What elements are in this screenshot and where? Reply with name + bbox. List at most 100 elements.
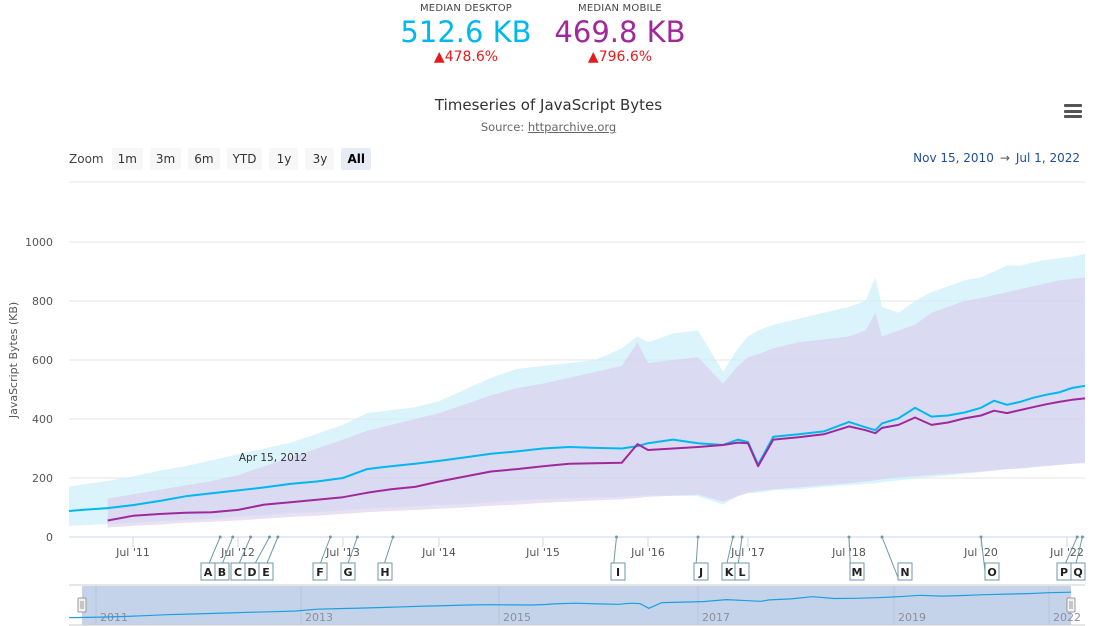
flag-label: A (204, 566, 213, 579)
zoom-6m-button[interactable]: 6m (188, 148, 220, 170)
zoom-1y-button[interactable]: 1y (269, 148, 299, 170)
event-flag[interactable]: K (721, 535, 737, 581)
flag-label: E (262, 566, 270, 579)
zoom-3y-button[interactable]: 3y (305, 148, 335, 170)
flag-dot (276, 535, 280, 539)
flag-label: Q (1073, 566, 1082, 579)
event-flag[interactable]: G (340, 535, 359, 581)
source-link[interactable]: httparchive.org (527, 120, 617, 134)
event-flag[interactable]: H (377, 535, 395, 581)
event-flag[interactable]: O (979, 535, 1000, 581)
x-tick-label: Jul '16 (630, 546, 665, 559)
flag-dot (1075, 535, 1079, 539)
kpi-mobile-change: ▲796.6% (587, 49, 653, 65)
flag-label: L (738, 566, 745, 579)
flag-box[interactable] (610, 562, 626, 581)
y-tick-label: 0 (46, 531, 53, 544)
flag-stem (881, 536, 900, 581)
flag-dot (696, 535, 700, 539)
navigator-year-label: 2011 (100, 611, 128, 624)
navigator-year-label: 2019 (898, 611, 926, 624)
flag-dot (979, 535, 983, 539)
x-tick-label: Jul '22 (1049, 546, 1084, 559)
flag-box[interactable] (258, 562, 274, 581)
navigator-series-line (68, 591, 1072, 619)
navigator-year-label: 2022 (1053, 611, 1081, 624)
range-from-input[interactable]: Nov 15, 2010 (913, 151, 994, 165)
flag-label: H (380, 566, 389, 579)
kpi-median-mobile: MEDIAN MOBILE 469.8 KB ▲796.6% (552, 0, 688, 65)
flag-dot (615, 535, 618, 539)
flag-label: B (218, 566, 226, 579)
event-flag[interactable]: D (244, 535, 271, 581)
navigator-left-handle[interactable] (77, 597, 87, 613)
flag-label: P (1060, 566, 1068, 579)
percentile-bands (69, 253, 1086, 528)
flag-box[interactable] (377, 562, 393, 581)
median-desktop-line[interactable] (68, 384, 1086, 512)
zoom-1m-button[interactable]: 1m (111, 148, 143, 170)
median-mobile-line[interactable] (107, 397, 1086, 522)
zoom-all-button[interactable]: All (341, 148, 371, 170)
event-flag[interactable]: E (258, 535, 280, 581)
flag-box[interactable] (849, 562, 865, 581)
zoom-3m-button[interactable]: 3m (149, 148, 182, 170)
kpi-mobile-value: 469.8 KB (554, 15, 686, 49)
event-flag[interactable]: I (610, 535, 626, 581)
flag-label: G (343, 566, 352, 579)
zoom-controls: Zoom 1m 3m 6m YTD 1y 3y All (69, 148, 378, 170)
flag-dot (218, 535, 222, 539)
flag-box[interactable] (693, 562, 709, 581)
y-tick-label: 400 (32, 413, 53, 426)
navigator-selection[interactable] (82, 586, 1071, 625)
flag-dot (1080, 535, 1084, 539)
event-flag[interactable]: C (230, 535, 253, 581)
series-lines (68, 384, 1086, 522)
flag-label: F (316, 566, 324, 579)
y-tick-label: 1000 (25, 236, 53, 249)
flag-dot (231, 535, 235, 539)
navigator-year-label: 2015 (503, 611, 531, 624)
flag-box[interactable] (340, 562, 356, 581)
event-flag[interactable]: L (734, 535, 750, 581)
chart-title: Timeseries of JavaScript Bytes (434, 96, 663, 114)
flag-label: K (725, 566, 734, 579)
event-flag[interactable]: M (847, 535, 865, 581)
flag-label: D (247, 566, 256, 579)
y-tick-label: 800 (32, 295, 53, 308)
flag-box[interactable] (1070, 562, 1086, 581)
event-flag[interactable]: Q (1070, 535, 1086, 581)
event-flag[interactable]: B (214, 535, 235, 581)
hamburger-menu-icon[interactable] (1064, 104, 1082, 120)
flag-dot (880, 535, 884, 539)
flag-dot (355, 535, 359, 539)
flag-box[interactable] (897, 562, 913, 581)
navigator[interactable]: 2011 2013 2015 2017 2019 2022 (68, 584, 1085, 626)
event-flag[interactable]: N (880, 535, 913, 581)
annotation-label: Apr 15, 2012 (239, 452, 307, 464)
date-range: Nov 15, 2010 → Jul 1, 2022 (913, 151, 1080, 165)
event-flag[interactable]: F (312, 535, 332, 581)
flag-label: O (987, 566, 996, 579)
zoom-ytd-button[interactable]: YTD (226, 148, 263, 170)
x-tick-label: Jul '11 (115, 546, 150, 559)
flag-label: I (616, 566, 620, 579)
flag-box[interactable] (734, 562, 750, 581)
flag-dot (847, 535, 851, 539)
navigator-right-handle[interactable] (1066, 597, 1076, 613)
flag-dot (249, 535, 253, 539)
event-flag[interactable]: J (693, 535, 709, 581)
event-flag[interactable]: P (1056, 535, 1079, 581)
x-tick-label: Jul '18 (831, 546, 866, 559)
x-tick-label: Jul '15 (525, 546, 560, 559)
flag-box[interactable] (312, 562, 328, 581)
x-tick-label: Jul '13 (325, 546, 360, 559)
flag-dot (268, 535, 271, 539)
flag-label: C (234, 566, 242, 579)
flag-box[interactable] (984, 562, 1000, 581)
chart-subtitle: Source: httparchive.org (0, 120, 1097, 134)
flag-box[interactable] (214, 562, 230, 581)
range-to-input[interactable]: Jul 1, 2022 (1015, 151, 1080, 165)
